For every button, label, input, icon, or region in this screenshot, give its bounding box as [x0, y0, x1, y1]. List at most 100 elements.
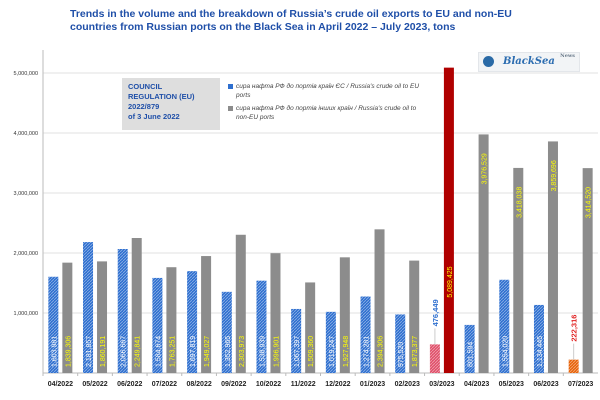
- data-label-non-eu: 1,949,027: [204, 336, 211, 367]
- data-label-eu: 476,449: [431, 299, 440, 326]
- bar-eu-02/2023: [395, 314, 406, 373]
- data-label-non-eu: 1,763,251: [169, 336, 176, 367]
- bar-eu-11/2022: [291, 308, 302, 373]
- bar-non-eu-01/2023: [374, 229, 385, 373]
- data-label-eu: 1,134,445: [537, 336, 544, 367]
- data-label-eu: 1,352,965: [225, 336, 232, 367]
- x-tick-label: 05/2022: [82, 381, 107, 388]
- bar-eu-05/2023: [499, 279, 510, 373]
- council-regulation-note: COUNCIL REGULATION (EU) 2022/879 of 3 Ju…: [122, 78, 220, 130]
- bar-eu-12/2022: [325, 311, 336, 373]
- bar-eu-06/2022: [117, 248, 128, 373]
- legend-label-non-eu: сира нафта РФ до портів інших країн / Ru…: [236, 105, 417, 121]
- bar-eu-01/2023: [360, 296, 371, 373]
- x-tick-label: 03/2023: [429, 381, 454, 388]
- data-label-eu: 975,520: [398, 342, 405, 367]
- data-label-eu: 1,584,674: [155, 336, 162, 367]
- data-label-non-eu: 5,089,425: [447, 266, 454, 297]
- y-tick-label: 5,000,000: [14, 71, 38, 77]
- data-label-non-eu: 3,414,520: [586, 187, 593, 218]
- data-label-non-eu: 2,303,973: [239, 336, 246, 367]
- data-label-non-eu: 1,839,306: [65, 336, 72, 367]
- bar-non-eu-04/2022: [62, 262, 73, 373]
- data-label-eu: 1,274,281: [364, 336, 371, 367]
- bar-non-eu-02/2023: [409, 260, 420, 373]
- data-label-eu: 1,697,819: [190, 336, 197, 367]
- council-line: REGULATION (EU): [128, 92, 195, 101]
- x-tick-label: 01/2023: [360, 381, 385, 388]
- bar-eu-05/2022: [83, 242, 94, 373]
- bar-non-eu-04/2023: [478, 134, 489, 373]
- data-label-non-eu: 1,860,191: [100, 336, 107, 367]
- data-label-eu: 1,554,020: [502, 336, 509, 367]
- legend-item-non-eu: сира нафта РФ до портів інших країн / Ru…: [228, 104, 428, 122]
- x-tick-label: 04/2022: [48, 381, 73, 388]
- bar-non-eu-07/2023: [582, 168, 593, 373]
- data-label-eu: 2,181,857: [86, 336, 93, 367]
- legend-swatch-eu: [228, 84, 233, 89]
- legend: сира нафта РФ до портів країн ЄС / Russi…: [228, 82, 428, 126]
- council-line: 2022/879: [128, 102, 160, 111]
- bar-eu-04/2023: [464, 324, 475, 373]
- data-label-eu: 2,066,667: [121, 336, 128, 367]
- data-label-eu: 1,538,939: [259, 336, 266, 367]
- bar-non-eu-06/2023: [547, 141, 558, 373]
- data-label-eu: 222,316: [570, 315, 579, 342]
- data-label-non-eu: 1,509,360: [308, 336, 315, 367]
- bar-eu-10/2022: [256, 280, 267, 373]
- bar-eu-09/2022: [221, 291, 232, 373]
- bar-non-eu-06/2022: [131, 238, 142, 373]
- data-label-non-eu: 1,873,377: [412, 336, 419, 367]
- x-tick-label: 12/2022: [325, 381, 350, 388]
- x-tick-label: 06/2023: [533, 381, 558, 388]
- bar-eu-07/2023: [568, 359, 579, 373]
- data-label-non-eu: 1,927,948: [343, 336, 350, 367]
- logo-text: BlackSea: [503, 56, 555, 67]
- x-tick-label: 06/2022: [117, 381, 142, 388]
- data-label-eu: 1,067,397: [294, 336, 301, 367]
- blacksea-news-logo: BlackSea News: [478, 52, 580, 72]
- bar-eu-03/2023: [429, 344, 440, 373]
- bar-non-eu-12/2022: [339, 257, 350, 373]
- bar-eu-06/2023: [533, 304, 544, 373]
- council-line: COUNCIL: [128, 82, 163, 91]
- bar-non-eu-07/2022: [166, 267, 177, 373]
- logo-news: News: [560, 53, 575, 59]
- legend-label-eu: сира нафта РФ до портів країн ЄС / Russi…: [236, 83, 420, 99]
- data-label-eu: 1,603,981: [51, 336, 58, 367]
- bar-non-eu-03/2023: [443, 67, 454, 374]
- bar-non-eu-10/2022: [270, 253, 281, 373]
- x-tick-label: 02/2023: [395, 381, 420, 388]
- legend-item-eu: сира нафта РФ до портів країн ЄС / Russi…: [228, 82, 428, 100]
- chart-title: Trends in the volume and the breakdown o…: [70, 8, 512, 33]
- bar-eu-04/2022: [48, 276, 59, 373]
- data-label-non-eu: 3,859,696: [551, 160, 558, 191]
- bar-non-eu-11/2022: [305, 282, 316, 373]
- council-line: of 3 June 2022: [128, 112, 180, 121]
- data-label-non-eu: 3,418,038: [516, 187, 523, 218]
- bar-non-eu-09/2022: [235, 234, 246, 373]
- bar-non-eu-05/2023: [513, 167, 524, 373]
- y-tick-label: 3,000,000: [14, 191, 38, 197]
- x-tick-label: 10/2022: [256, 381, 281, 388]
- legend-swatch-non-eu: [228, 106, 233, 111]
- bar-non-eu-05/2022: [97, 261, 108, 373]
- logo-icon: [483, 56, 494, 67]
- bar-non-eu-08/2022: [201, 256, 212, 373]
- x-tick-label: 07/2023: [568, 381, 593, 388]
- x-tick-label: 05/2023: [499, 381, 524, 388]
- data-label-non-eu: 1,996,901: [273, 336, 280, 367]
- x-tick-label: 04/2023: [464, 381, 489, 388]
- x-tick-label: 11/2022: [291, 381, 316, 388]
- x-tick-label: 07/2022: [152, 381, 177, 388]
- data-label-eu: 1,019,247: [329, 336, 336, 367]
- data-label-non-eu: 2,249,841: [135, 336, 142, 367]
- y-tick-label: 4,000,000: [14, 131, 38, 137]
- bar-eu-07/2022: [152, 277, 163, 373]
- x-tick-label: 08/2022: [186, 381, 211, 388]
- bar-eu-08/2022: [187, 271, 198, 373]
- x-tick-label: 09/2022: [221, 381, 246, 388]
- data-label-non-eu: 3,976,529: [482, 153, 489, 184]
